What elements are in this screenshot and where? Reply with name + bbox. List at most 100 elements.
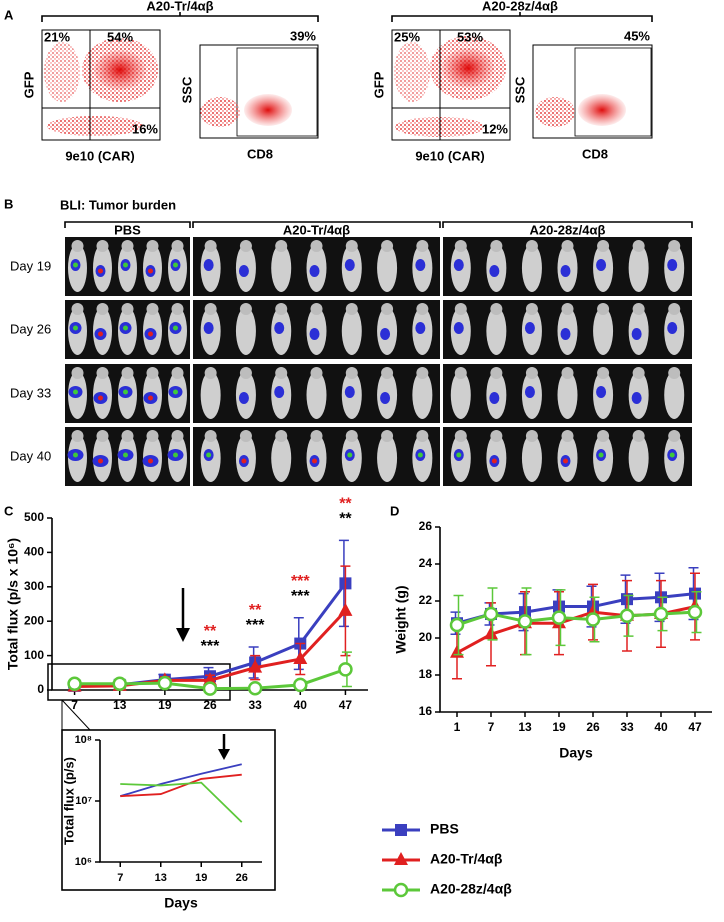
mouse-head [561,303,574,315]
marker [484,626,498,640]
mouse-head [146,240,159,252]
mouse [377,244,398,292]
mouse-head [454,430,467,442]
plot-frame [41,29,161,141]
x-tick-label: 40 [294,698,308,712]
mouse-head [310,303,323,315]
significance: *** [291,573,310,590]
x-axis-label: Days [164,895,198,911]
plot-frame [532,44,653,139]
panel-label: A [4,7,14,22]
significance: *** [291,588,310,605]
signal [489,265,500,277]
signal [274,386,285,398]
signal-hot [123,389,128,395]
signal [344,386,355,398]
flow-panel: A20-Tr/4αβ 21% 54% 16% 9e10 (CAR) GFP 39… [21,0,653,163]
mouse-head [275,367,288,379]
mouse-head [171,430,184,442]
y-tick-label: 500 [24,510,44,524]
mouse-head [381,367,394,379]
day-label: Day 33 [10,385,51,400]
y-tick-label: 16 [419,704,433,718]
y-tick-label: 10⁷ [75,795,92,807]
signal [415,322,426,334]
dot-cloud [47,116,143,136]
mouse-head [71,430,84,442]
x-tick-label: 19 [195,872,207,884]
mouse-head [71,303,84,315]
mouse-head [597,240,610,252]
x-tick-label: 26 [586,720,600,734]
mouse-head [561,367,574,379]
signal-hot [148,458,153,464]
dot-cloud [200,97,240,127]
quadrant-value: 53% [457,29,483,44]
axis [99,740,262,863]
mouse [412,371,433,419]
mouse-head [275,303,288,315]
day-label: Day 26 [10,321,51,336]
plot-frame [391,29,511,141]
mouse-head [171,303,184,315]
marker [247,681,263,696]
signal-hot [98,458,103,464]
mouse-head [490,303,503,315]
signal [380,392,391,404]
bracket [391,12,653,22]
signal-hot [173,325,178,331]
mouse-head [121,367,134,379]
mouse-head [71,367,84,379]
x-tick-label: 7 [117,872,123,884]
mouse-head [171,240,184,252]
marker [483,606,499,622]
mouse-head [96,367,109,379]
signal [238,265,249,277]
mouse [306,371,327,419]
quadrant-value: 54% [107,29,133,44]
signal [344,259,355,271]
gate-value: 45% [624,28,650,43]
mouse-head [597,303,610,315]
group-label: A20-Tr/4αβ [283,222,350,237]
signal-hot [417,452,423,458]
signal-hot [669,452,675,458]
quadrant-value: 12% [482,121,508,136]
signal-hot [148,331,153,337]
marker [653,606,669,622]
mouse-head [454,240,467,252]
bli-panel: BLI: Tumor burden PBS A20-Tr/4αβ A20-28z/4… [10,197,693,486]
mouse-head [597,430,610,442]
x-tick-label: 19 [158,698,172,712]
day-label: Day 19 [10,258,51,273]
x-tick-label: 7 [71,698,78,712]
marker [449,617,465,633]
marker [293,677,308,693]
mouse-head [454,303,467,315]
signal [203,259,214,271]
signal-hot [123,452,128,458]
y-tick-label: 10⁶ [75,856,92,868]
mouse-head [561,430,574,442]
quadrant-value: 21% [44,29,70,44]
mouse [521,434,542,482]
mouse-head [121,303,134,315]
mouse [593,307,614,355]
signal [667,259,678,271]
mouse-head [668,367,681,379]
signal-hot [312,458,317,464]
mouse-head [204,240,217,252]
signal [203,322,214,334]
y-axis-label: Total flux (p/s x 10⁶) [5,538,21,670]
series-line [120,773,242,798]
signal-hot [173,452,178,458]
x-tick-label: 40 [654,720,668,734]
mouse-head [275,430,288,442]
y-tick-label: 20 [419,630,433,644]
mouse-head [561,240,574,252]
mouse [271,244,292,292]
mouse-head [71,240,84,252]
signal [560,328,571,340]
mouse-head [525,303,538,315]
mouse-head [416,430,429,442]
